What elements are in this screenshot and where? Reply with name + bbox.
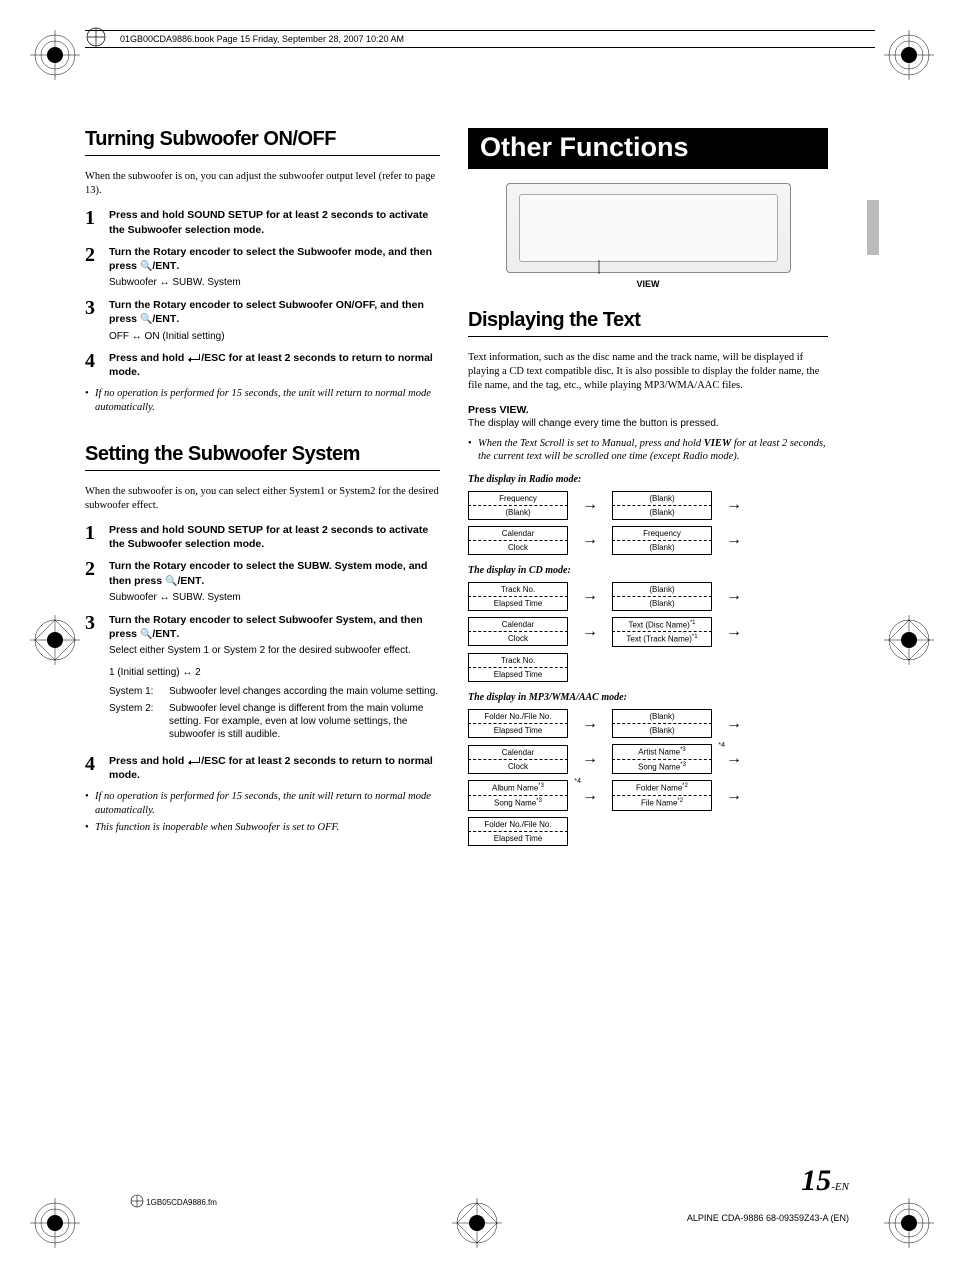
flow-box: CalendarClock [468, 617, 568, 646]
flow-arrow: → [582, 787, 598, 805]
step-text: Turn the Rotary encoder to select Subwoo… [109, 299, 424, 325]
system-label: System 1: [109, 685, 169, 699]
step-2: 2 Turn the Rotary encoder to select the … [85, 245, 440, 290]
note: If no operation is performed for 15 seco… [85, 790, 440, 817]
step-4: 4 Press and hold /ESC for at least 2 sec… [85, 754, 440, 782]
system-desc: Subwoofer level changes according the ma… [169, 685, 440, 699]
section-title-subwoofer-onoff: Turning Subwoofer ON/OFF [85, 128, 440, 156]
reg-mark-ml [30, 615, 80, 665]
cd-flow: Track No.Elapsed Time → (Blank)(Blank) → Cal… [468, 582, 828, 682]
flow-box: Folder No./File No.Elapsed Time [468, 817, 568, 846]
flow-box: Album Name*3Song Name*3*4 [468, 780, 568, 810]
section-title-displaying-text: Displaying the Text [468, 309, 828, 337]
footer-left: 1GB05CDA9886.fm [130, 1194, 217, 1208]
step-3: 3 Turn the Rotary encoder to select Subw… [85, 613, 440, 744]
flow-arrow: → [582, 715, 598, 733]
reg-mark-tr [884, 30, 934, 80]
flow-arrow: → [726, 623, 742, 641]
system-desc: Subwoofer level change is different from… [169, 702, 440, 741]
step-sub-plain: Select either System 1 or System 2 for t… [109, 644, 440, 658]
reg-mark-mr [884, 615, 934, 665]
step-sub: Subwoofer ↔ SUBW. System [109, 591, 440, 605]
step-3: 3 Turn the Rotary encoder to select Subw… [85, 298, 440, 343]
flow-box: Folder Name*2File Name*2 [612, 780, 712, 810]
flow-box: Frequency(Blank) [468, 491, 568, 520]
step-text: Turn the Rotary encoder to select the Su… [109, 246, 432, 272]
radio-flow: Frequency(Blank) → (Blank)(Blank) → Calendar… [468, 491, 828, 555]
system-label: System 2: [109, 702, 169, 741]
step-num: 3 [85, 613, 109, 744]
flow-arrow: → [582, 750, 598, 768]
flow-arrow: → [582, 531, 598, 549]
left-column: Turning Subwoofer ON/OFF When the subwoo… [85, 128, 440, 852]
flow-arrow: → [726, 787, 742, 805]
step-text: Turn the Rotary encoder to select the SU… [109, 560, 427, 586]
step-text: Turn the Rotary encoder to select Subwoo… [109, 614, 423, 640]
system-table: System 1:Subwoofer level changes accordi… [109, 685, 440, 741]
mode-title-mp3: The display in MP3/WMA/AAC mode: [468, 692, 828, 703]
page-number: 15-EN [801, 1164, 849, 1198]
flow-box: (Blank)(Blank) [612, 491, 712, 520]
step-num: 2 [85, 245, 109, 290]
step-text: Press and hold /ESC for at least 2 secon… [109, 352, 433, 378]
reg-mark-bl [30, 1198, 80, 1248]
device-illustration [506, 183, 791, 273]
step-num: 1 [85, 523, 109, 551]
flow-box: Folder No./File No.Elapsed Time [468, 709, 568, 738]
step-sub: OFF ↔ ON (Initial setting) [109, 330, 440, 344]
step-1: 1 Press and hold SOUND SETUP for at leas… [85, 523, 440, 551]
flow-box: Text (Disc Name)*1Text (Track Name)*1 [612, 617, 712, 647]
mp3-flow: Folder No./File No.Elapsed Time → (Blank)(… [468, 709, 828, 846]
step-text: Press and hold SOUND SETUP for at least … [109, 524, 428, 550]
crop-header: 01GB00CDA9886.book Page 15 Friday, Septe… [85, 30, 875, 48]
step-sub: Subwoofer ↔ SUBW. System [109, 276, 440, 290]
step-num: 3 [85, 298, 109, 343]
footer-right: ALPINE CDA-9886 68-09359Z43-A (EN) [687, 1213, 849, 1223]
reg-mark-tl [30, 30, 80, 80]
mode-title-radio: The display in Radio mode: [468, 474, 828, 485]
flow-box: (Blank)(Blank) [612, 709, 712, 738]
right-column: Other Functions VIEW Displaying the Text… [468, 128, 828, 852]
flow-arrow: → [726, 587, 742, 605]
step-num: 1 [85, 208, 109, 236]
note: This function is inoperable when Subwoof… [85, 821, 440, 835]
note: If no operation is performed for 15 seco… [85, 387, 440, 414]
step-4: 4 Press and hold /ESC for at least 2 sec… [85, 351, 440, 379]
flow-arrow: → [582, 587, 598, 605]
flow-box: CalendarClock [468, 526, 568, 555]
flow-box: Frequency(Blank) [612, 526, 712, 555]
main-title: Other Functions [468, 128, 828, 169]
reg-mark-mb [452, 1198, 502, 1248]
flow-box: Track No.Elapsed Time [468, 582, 568, 611]
flow-arrow: → [726, 531, 742, 549]
section-title-subwoofer-system: Setting the Subwoofer System [85, 443, 440, 471]
note: When the Text Scroll is set to Manual, p… [468, 437, 828, 464]
intro-text: When the subwoofer is on, you can adjust… [85, 170, 440, 198]
press-view-sub: The display will change every time the b… [468, 418, 828, 429]
reg-mark-br [884, 1198, 934, 1248]
step-1: 1 Press and hold SOUND SETUP for at leas… [85, 208, 440, 236]
flow-box: Artist Name*3Song Name*3*4 [612, 744, 712, 774]
step-num: 4 [85, 754, 109, 782]
flow-arrow: → [726, 496, 742, 514]
intro-text: When the subwoofer is on, you can select… [85, 485, 440, 513]
flow-arrow: → [582, 496, 598, 514]
flow-box: CalendarClock [468, 745, 568, 774]
crop-header-text: 01GB00CDA9886.book Page 15 Friday, Septe… [120, 34, 404, 44]
flow-arrow: → [726, 750, 742, 768]
step-2: 2 Turn the Rotary encoder to select the … [85, 559, 440, 604]
intro-text: Text information, such as the disc name … [468, 351, 828, 394]
flow-box: (Blank)(Blank) [612, 582, 712, 611]
flow-arrow: → [726, 715, 742, 733]
flow-box: Track No.Elapsed Time [468, 653, 568, 682]
flow-arrow: → [582, 623, 598, 641]
step-text: Press and hold SOUND SETUP for at least … [109, 209, 428, 235]
step-num: 4 [85, 351, 109, 379]
step-sub: 1 (Initial setting) ↔ 2 [109, 666, 440, 680]
view-label: VIEW [468, 279, 828, 289]
step-text: Press and hold /ESC for at least 2 secon… [109, 755, 433, 781]
step-num: 2 [85, 559, 109, 604]
press-view: Press VIEW. [468, 404, 828, 416]
mode-title-cd: The display in CD mode: [468, 565, 828, 576]
